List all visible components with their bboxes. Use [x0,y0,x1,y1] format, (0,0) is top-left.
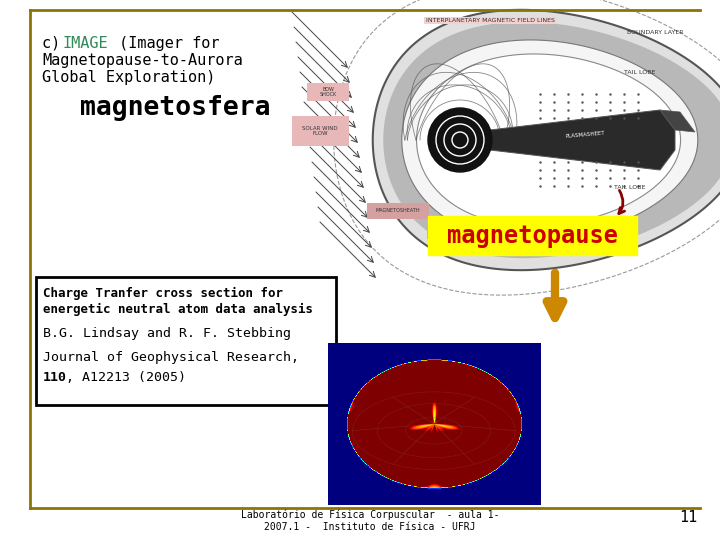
Text: c): c) [42,36,69,51]
Text: B.G. Lindsay and R. F. Stebbing: B.G. Lindsay and R. F. Stebbing [43,327,291,340]
Text: 110: 110 [43,371,67,384]
FancyBboxPatch shape [428,216,637,255]
FancyBboxPatch shape [36,277,336,405]
Polygon shape [402,40,698,240]
Circle shape [428,108,492,172]
Text: IMAGE: IMAGE [62,36,107,51]
Text: magnetosfera: magnetosfera [80,95,270,121]
FancyBboxPatch shape [367,203,429,219]
Text: magnetopause: magnetopause [447,224,618,247]
Text: 11: 11 [679,510,697,525]
Text: Journal of Geophysical Research,: Journal of Geophysical Research, [43,351,299,364]
Text: Charge Tranfer cross section for: Charge Tranfer cross section for [43,287,283,300]
Text: MAGNETOPAUSE: MAGNETOPAUSE [438,228,478,233]
Polygon shape [373,10,720,270]
Text: (Imager for: (Imager for [110,36,220,51]
Text: Magnetopause-to-Aurora: Magnetopause-to-Aurora [42,53,243,68]
FancyBboxPatch shape [427,223,489,239]
Text: MAGNETOSHEATH: MAGNETOSHEATH [376,208,420,213]
Text: BOUNDARY LAYER: BOUNDARY LAYER [626,30,683,35]
Text: INTERPLANETARY MAGNETIC FIELD LINES: INTERPLANETARY MAGNETIC FIELD LINES [426,18,554,23]
Polygon shape [417,54,680,226]
Text: TAIL LOBE: TAIL LOBE [614,185,646,190]
Text: TAIL LOBE: TAIL LOBE [624,70,656,75]
Polygon shape [490,110,675,170]
Text: Laboratório de Física Corpuscular  - aula 1-: Laboratório de Física Corpuscular - aula… [240,510,499,521]
Text: Global Exploration): Global Exploration) [42,70,215,85]
Text: 2007.1 -  Instituto de Física - UFRJ: 2007.1 - Instituto de Física - UFRJ [264,522,476,532]
Text: energetic neutral atom data analysis: energetic neutral atom data analysis [43,303,313,316]
Text: PLASMASHEET: PLASMASHEET [565,131,605,139]
Text: BOW
SHOCK: BOW SHOCK [320,86,337,97]
Polygon shape [383,22,720,258]
Text: SOLAR WIND
FLOW: SOLAR WIND FLOW [302,126,338,137]
Polygon shape [660,110,695,132]
Text: , A12213 (2005): , A12213 (2005) [66,371,186,384]
Bar [290,5,720,270]
FancyBboxPatch shape [292,116,349,146]
FancyBboxPatch shape [307,83,349,101]
